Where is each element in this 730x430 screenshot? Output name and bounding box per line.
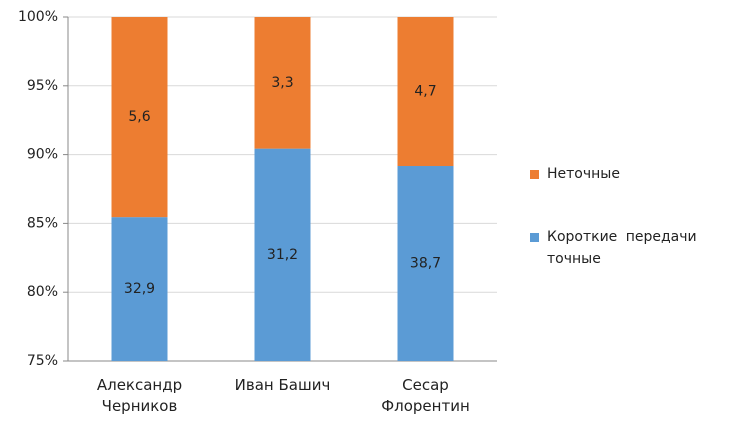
legend-label: Короткие передачи точные	[547, 229, 697, 267]
bar-segment	[254, 148, 311, 361]
legend-swatch	[530, 233, 539, 242]
y-tick-label: 95%	[27, 78, 58, 94]
legend-entry: Короткие передачи точные	[530, 226, 697, 270]
bar-segment	[254, 17, 311, 149]
y-tick-label: 90%	[27, 147, 58, 163]
y-tick-label: 80%	[27, 284, 58, 300]
x-tick-label: Александр Черников	[96, 376, 183, 415]
legend-label: Неточные	[547, 166, 620, 182]
y-tick-label: 100%	[18, 9, 58, 25]
legend-swatch	[530, 170, 539, 179]
y-tick-label: 75%	[27, 353, 58, 369]
data-label: 32,9	[124, 281, 155, 297]
bar-segment	[397, 17, 454, 167]
bar-segment	[111, 17, 168, 218]
data-label: 5,6	[128, 109, 150, 125]
x-tick-label: Сесар Флорентин	[381, 376, 470, 415]
x-tick-label: Иван Башич	[234, 376, 331, 394]
legend-entry: Неточные	[530, 163, 697, 185]
data-label: 38,7	[410, 256, 441, 272]
bar-segment	[111, 217, 168, 361]
bar-segment	[397, 166, 454, 361]
data-label: 31,2	[267, 247, 298, 263]
data-label: 4,7	[414, 84, 436, 100]
y-tick-label: 85%	[27, 215, 58, 231]
data-label: 3,3	[271, 75, 293, 91]
